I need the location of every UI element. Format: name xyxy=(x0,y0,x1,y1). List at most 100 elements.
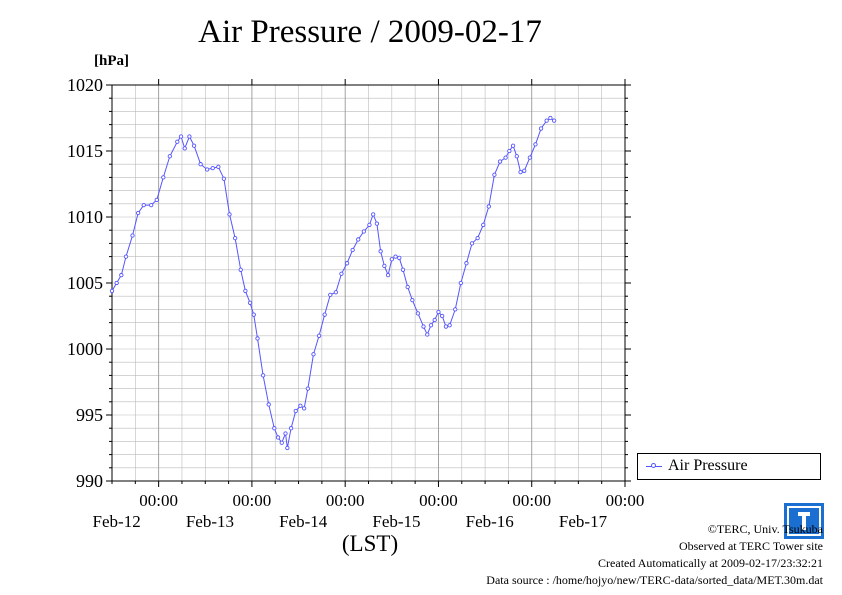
x-tick-date-label: Feb-13 xyxy=(186,512,234,531)
data-point xyxy=(141,202,146,208)
data-point xyxy=(114,280,119,286)
data-point xyxy=(378,249,383,254)
data-point xyxy=(283,431,288,436)
x-tick-time-label: 00:00 xyxy=(606,491,645,510)
data-point xyxy=(481,222,486,228)
data-point xyxy=(216,164,221,169)
data-point xyxy=(510,143,516,148)
data-point xyxy=(130,233,135,238)
data-point xyxy=(514,154,519,159)
data-point xyxy=(497,159,503,164)
data-point xyxy=(149,202,154,208)
data-point xyxy=(548,115,553,121)
data-point xyxy=(339,271,344,276)
data-point xyxy=(397,255,402,261)
data-point xyxy=(255,336,260,341)
data-point xyxy=(518,169,523,175)
data-point xyxy=(415,311,421,316)
data-point xyxy=(123,254,129,259)
data-point xyxy=(432,317,437,323)
data-point xyxy=(288,426,294,431)
data-point xyxy=(311,352,316,357)
x-axis-label: (LST) xyxy=(341,531,399,556)
credits-block: ©TERC, Univ. Tsukuba Observed at TERC To… xyxy=(486,521,823,589)
data-point xyxy=(453,307,458,312)
chart-grid xyxy=(112,85,625,481)
data-point xyxy=(182,146,187,151)
data-point xyxy=(389,257,394,262)
data-point xyxy=(425,332,430,337)
x-tick-date-label: Feb-14 xyxy=(279,512,328,531)
data-point xyxy=(385,272,391,278)
data-point xyxy=(538,126,544,131)
data-point xyxy=(356,237,361,242)
data-point xyxy=(109,288,115,294)
data-point xyxy=(492,172,497,177)
data-point xyxy=(298,403,303,408)
data-point xyxy=(522,168,527,173)
data-point xyxy=(204,167,210,172)
data-point xyxy=(251,312,256,317)
legend-circle-marker xyxy=(651,463,656,468)
y-tick-label: 1010 xyxy=(67,207,103,227)
data-point xyxy=(178,134,184,139)
data-point xyxy=(272,426,277,431)
data-point xyxy=(275,435,281,440)
data-point xyxy=(503,155,508,160)
data-point xyxy=(154,197,159,202)
y-axis-tick-labels: 990 995 1000 1005 1010 1015 1020 xyxy=(67,75,103,491)
data-point xyxy=(421,324,426,329)
data-point xyxy=(475,235,480,241)
y-tick-label: 1000 xyxy=(67,339,103,359)
data-point xyxy=(400,267,406,272)
terc-logo-icon xyxy=(784,503,824,539)
data-point xyxy=(440,313,445,319)
x-tick-time-label: 00:00 xyxy=(512,491,551,510)
axis-ticks xyxy=(106,79,631,487)
x-axis-tick-labels: 00:00 Feb-12 00:00 Feb-13 00:00 Feb-14 00:00 Fe… xyxy=(93,491,645,531)
data-point xyxy=(232,235,238,241)
data-point xyxy=(328,292,333,298)
y-tick-label: 995 xyxy=(76,405,103,425)
data-point xyxy=(221,176,227,181)
y-tick-label: 1020 xyxy=(67,75,103,95)
x-tick-time-label: 00:00 xyxy=(419,491,458,510)
data-point xyxy=(447,323,452,328)
data-point xyxy=(436,309,441,315)
series-air-pressure xyxy=(109,115,557,451)
data-point xyxy=(210,166,215,171)
data-point xyxy=(243,288,248,294)
data-point xyxy=(374,221,380,226)
x-tick-date-label: Feb-12 xyxy=(93,512,141,531)
data-point xyxy=(175,139,180,144)
data-point xyxy=(527,155,533,160)
data-point xyxy=(293,408,298,414)
data-point xyxy=(305,386,311,391)
legend-label-air-pressure: Air Pressure xyxy=(668,457,748,474)
data-point xyxy=(361,229,366,234)
credit-data-source: Data source : /home/hojyo/new/TERC-data/… xyxy=(486,573,823,587)
data-point xyxy=(119,272,124,278)
data-point xyxy=(333,290,339,295)
data-point xyxy=(161,175,166,180)
data-point xyxy=(507,148,512,154)
series-line xyxy=(111,117,555,449)
data-point xyxy=(486,204,491,209)
chart-title: Air Pressure / 2009-02-17 xyxy=(198,14,542,50)
data-point xyxy=(428,323,434,328)
data-point xyxy=(405,284,410,290)
credit-created-time: Created Automatically at 2009-02-17/23:3… xyxy=(598,556,823,570)
data-point xyxy=(279,440,284,445)
x-tick-date-label: Feb-16 xyxy=(466,512,514,531)
data-point xyxy=(191,143,197,148)
data-point xyxy=(322,312,327,317)
data-point xyxy=(458,280,463,286)
data-point xyxy=(344,261,350,266)
data-point xyxy=(533,142,538,147)
data-point xyxy=(371,212,376,217)
data-point xyxy=(544,118,549,123)
x-tick-time-label: 00:00 xyxy=(139,491,178,510)
y-axis-unit-label: [hPa] xyxy=(94,53,129,69)
data-point xyxy=(316,333,322,338)
